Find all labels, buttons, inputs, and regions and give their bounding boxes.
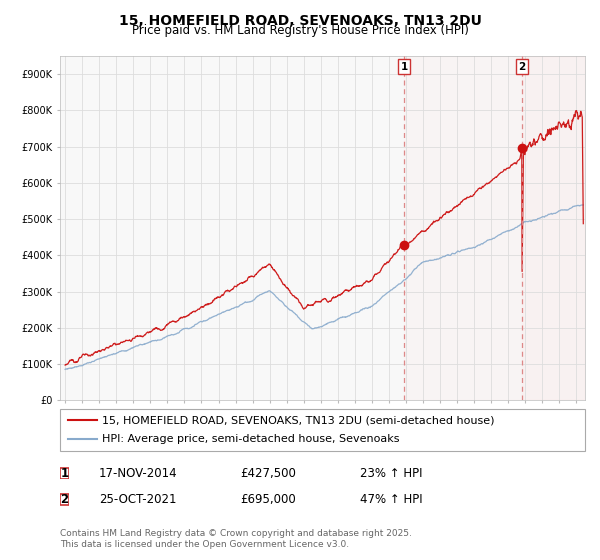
Text: 1: 1	[61, 466, 68, 480]
Text: 2: 2	[61, 493, 68, 506]
Text: 1: 1	[400, 62, 407, 72]
Text: 17-NOV-2014: 17-NOV-2014	[99, 466, 178, 480]
Text: £427,500: £427,500	[240, 466, 296, 480]
Text: HPI: Average price, semi-detached house, Sevenoaks: HPI: Average price, semi-detached house,…	[102, 435, 400, 445]
Bar	[522, 56, 585, 400]
Text: Price paid vs. HM Land Registry's House Price Index (HPI): Price paid vs. HM Land Registry's House …	[131, 24, 469, 37]
Text: 25-OCT-2021: 25-OCT-2021	[99, 493, 176, 506]
Text: Contains HM Land Registry data © Crown copyright and database right 2025.
This d: Contains HM Land Registry data © Crown c…	[60, 529, 412, 549]
Text: 23% ↑ HPI: 23% ↑ HPI	[360, 466, 422, 480]
Text: 47% ↑ HPI: 47% ↑ HPI	[360, 493, 422, 506]
Text: 2: 2	[518, 62, 526, 72]
Text: 15, HOMEFIELD ROAD, SEVENOAKS, TN13 2DU: 15, HOMEFIELD ROAD, SEVENOAKS, TN13 2DU	[119, 14, 481, 28]
Bar	[404, 56, 585, 400]
Text: £695,000: £695,000	[240, 493, 296, 506]
Text: 15, HOMEFIELD ROAD, SEVENOAKS, TN13 2DU (semi-detached house): 15, HOMEFIELD ROAD, SEVENOAKS, TN13 2DU …	[102, 415, 494, 425]
